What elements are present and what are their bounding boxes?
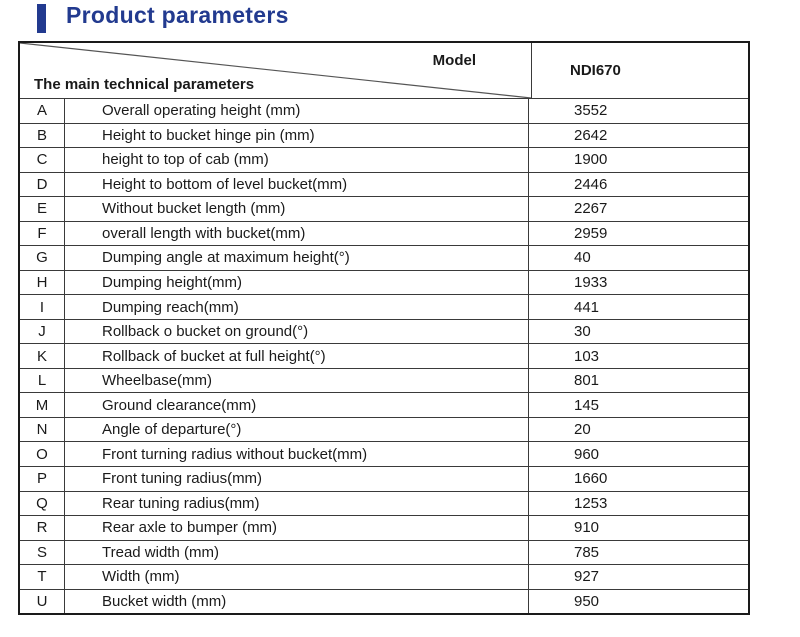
row-key: G [20,246,65,270]
table-row: C height to top of cab (mm) 1900 [20,148,748,173]
row-key: H [20,270,65,295]
row-value: 801 [574,372,600,390]
row-key: N [20,417,65,442]
row-parameter: Angle of departure(°) [65,417,529,442]
table-row: B Height to bucket hinge pin (mm) 2642 [20,123,748,149]
row-parameter: Rear tuning radius(mm) [65,491,529,516]
row-value: 2642 [574,126,608,144]
table-header-row: Model The main technical parameters NDI6… [20,43,748,99]
row-value: 2446 [574,175,608,193]
row-parameter: Dumping angle at maximum height(°) [65,246,529,270]
row-parameter: Rear axle to bumper (mm) [65,516,529,540]
table-row: O Front turning radius without bucket(mm… [20,442,748,467]
table-row: D Height to bottom of level bucket(mm) 2… [20,172,748,198]
row-value: 2959 [574,224,608,242]
row-key: C [20,148,65,172]
row-parameter: Width (mm) [65,565,529,589]
row-key: P [20,466,65,491]
page-title: Product parameters [66,2,289,28]
row-key: A [20,99,65,123]
row-key: M [20,393,65,417]
row-value: 1660 [574,470,608,488]
row-value: 40 [574,249,591,267]
row-parameter: Height to bucket hinge pin (mm) [65,123,529,148]
table-row: L Wheelbase(mm) 801 [20,368,748,394]
row-parameter: Dumping height(mm) [65,270,529,295]
row-value: 910 [574,519,600,537]
row-key: S [20,540,65,565]
row-parameter: Overall operating height (mm) [65,99,529,123]
header-model-label: Model [432,52,476,69]
row-value: 2267 [574,200,608,218]
row-key: D [20,172,65,197]
row-value: 927 [574,568,600,586]
table-row: T Width (mm) 927 [20,565,748,590]
header-parameters-label: The main technical parameters [34,76,255,93]
row-parameter: Dumping reach(mm) [65,295,529,319]
row-key: T [20,565,65,589]
table-row: N Angle of departure(°) 20 [20,417,748,443]
table-row: R Rear axle to bumper (mm) 910 [20,516,748,541]
table-row: E Without bucket length (mm) 2267 [20,197,748,222]
row-key: L [20,368,65,393]
table-row: J Rollback o bucket on ground(°) 30 [20,319,748,345]
table-row: M Ground clearance(mm) 145 [20,393,748,418]
row-value: 441 [574,298,600,316]
table-body: A Overall operating height (mm) 3552 B H… [20,99,748,614]
title-accent-bar [37,4,46,33]
row-parameter: Tread width (mm) [65,540,529,565]
table-row: Q Rear tuning radius(mm) 1253 [20,491,748,517]
table-row: G Dumping angle at maximum height(°) 40 [20,246,748,271]
row-parameter: Wheelbase(mm) [65,368,529,393]
row-value: 1253 [574,494,608,512]
row-value: 3552 [574,102,608,120]
table-row: H Dumping height(mm) 1933 [20,270,748,296]
row-value: 103 [574,347,600,365]
row-value: 960 [574,445,600,463]
header-model-value: NDI670 [570,62,621,79]
row-key: E [20,197,65,221]
row-value: 785 [574,543,600,561]
row-value: 950 [574,592,600,610]
row-parameter: height to top of cab (mm) [65,148,529,172]
row-parameter: overall length with bucket(mm) [65,221,529,246]
table-row: F overall length with bucket(mm) 2959 [20,221,748,247]
header-diagonal-cell: Model The main technical parameters [20,43,532,98]
row-value: 145 [574,396,600,414]
row-parameter: Ground clearance(mm) [65,393,529,417]
row-key: U [20,589,65,614]
row-key: R [20,516,65,540]
table-row: P Front tuning radius(mm) 1660 [20,466,748,492]
row-parameter: Rollback of bucket at full height(°) [65,344,529,368]
row-parameter: Front tuning radius(mm) [65,466,529,491]
row-key: B [20,123,65,148]
row-parameter: Height to bottom of level bucket(mm) [65,172,529,197]
row-value: 30 [574,323,591,341]
row-value: 20 [574,421,591,439]
row-key: J [20,319,65,344]
row-parameter: Rollback o bucket on ground(°) [65,319,529,344]
row-parameter: Bucket width (mm) [65,589,529,614]
row-parameter: Front turning radius without bucket(mm) [65,442,529,466]
row-value: 1933 [574,273,608,291]
row-value: 1900 [574,151,608,169]
row-key: Q [20,491,65,516]
row-key: K [20,344,65,368]
table-row: U Bucket width (mm) 950 [20,589,748,614]
row-key: F [20,221,65,246]
table-row: I Dumping reach(mm) 441 [20,295,748,320]
product-parameters-table: Model The main technical parameters NDI6… [18,41,750,615]
table-row: A Overall operating height (mm) 3552 [20,99,748,124]
row-key: I [20,295,65,319]
table-row: S Tread width (mm) 785 [20,540,748,566]
table-row: K Rollback of bucket at full height(°) 1… [20,344,748,369]
diagonal-divider-line [20,43,531,98]
row-key: O [20,442,65,466]
row-parameter: Without bucket length (mm) [65,197,529,221]
